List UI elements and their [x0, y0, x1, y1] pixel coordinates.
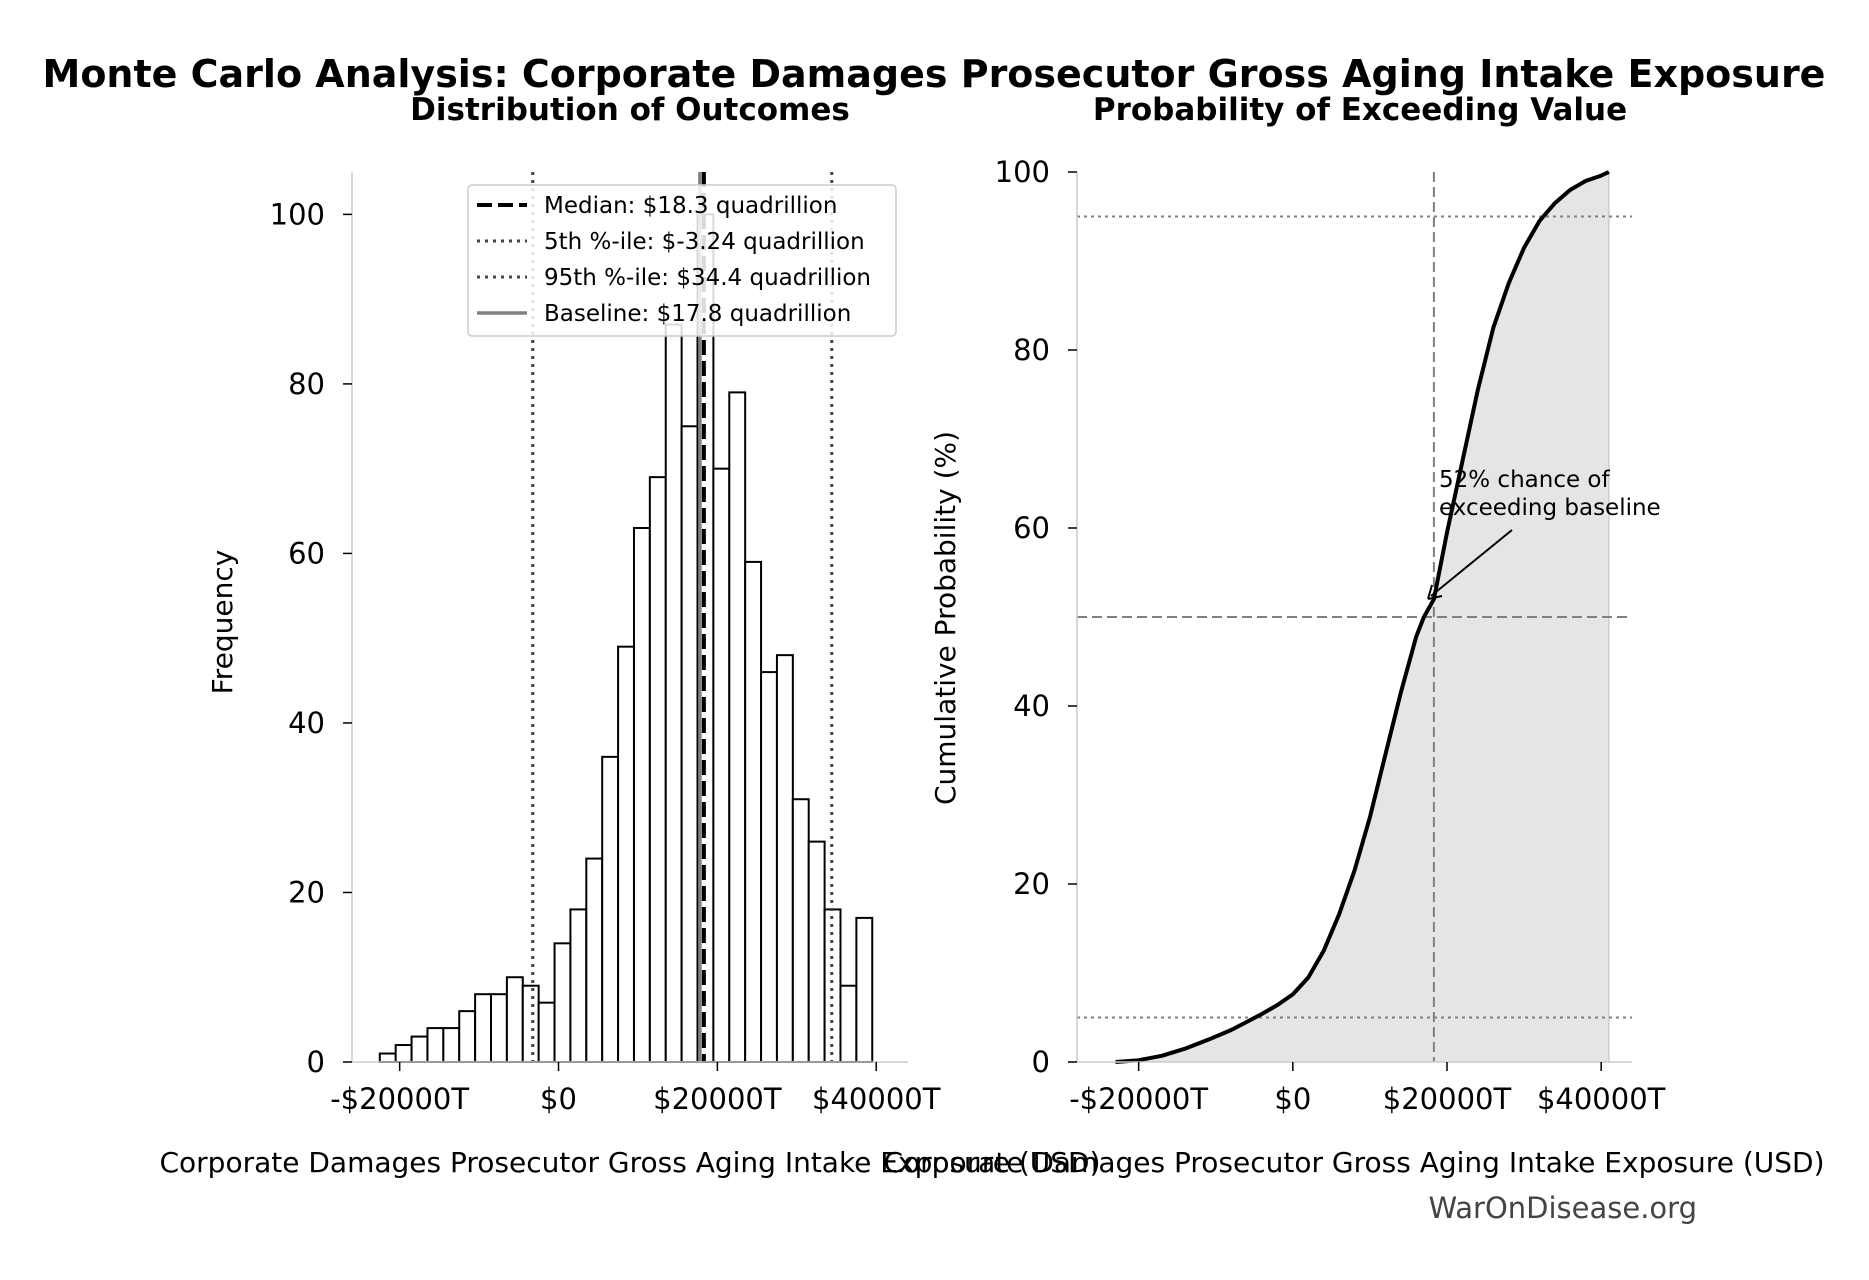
legend-median-label: Median: $18.3 quadrillion [544, 193, 837, 219]
annotation-line-2: exceeding baseline [1439, 495, 1661, 521]
cumulative-x-label: Corporate Damages Prosecutor Gross Aging… [883, 1146, 1824, 1179]
histogram-bar [474, 993, 493, 1064]
histogram-bar [553, 942, 572, 1063]
histogram-bar [490, 993, 508, 1064]
histogram-bars [378, 213, 874, 1064]
histogram-bar [442, 1027, 461, 1063]
y-tick-label: 80 [288, 367, 325, 401]
histogram-bar [410, 1035, 429, 1063]
y-tick-label: 0 [307, 1045, 325, 1079]
x-tick-label: -$20000T [330, 1082, 469, 1116]
x-tick-label: $0 [1274, 1082, 1311, 1116]
histogram-bar [378, 1052, 397, 1063]
x-tick-label: $40000T [812, 1082, 941, 1116]
legend-baseline-label: Baseline: $17.8 quadrillion [544, 301, 851, 327]
histogram-bar [537, 1001, 556, 1064]
histogram-bar [728, 391, 747, 1063]
histogram-bar [585, 857, 604, 1063]
histogram-bar [807, 840, 826, 1063]
cumulative-curve [1115, 170, 1610, 1064]
histogram-bar [791, 798, 810, 1063]
histogram-legend: Median: $18.3 quadrillion 5th %-ile: $-3… [467, 184, 897, 337]
x-tick-label: -$20000T [1069, 1082, 1208, 1116]
x-tick-label: $20000T [1383, 1082, 1512, 1116]
cumulative-panel: Probability of Exceeding Value -$20000T $… [883, 92, 1824, 1179]
histogram-x-label: Corporate Damages Prosecutor Gross Aging… [159, 1146, 1100, 1179]
histogram-bar [458, 1010, 477, 1064]
cumulative-area [1115, 172, 1609, 1062]
histogram-bar [521, 984, 540, 1064]
y-tick-label: 60 [1013, 511, 1050, 545]
cumulative-y-ticks: 0 20 40 60 80 100 [995, 155, 1077, 1079]
histogram-bar [664, 323, 683, 1064]
histogram-bar [617, 645, 635, 1064]
y-tick-label: 0 [1032, 1045, 1050, 1079]
histogram-bar [839, 984, 858, 1064]
x-tick-label: $0 [540, 1082, 577, 1116]
histogram-bar [505, 976, 524, 1063]
histogram-y-ticks: 0 20 40 60 80 100 [270, 197, 352, 1079]
y-tick-label: 40 [288, 706, 325, 740]
figure-title: Monte Carlo Analysis: Corporate Damages … [43, 52, 1826, 96]
histogram-bar [648, 476, 667, 1063]
histogram-bar [712, 467, 731, 1063]
annotation-line-1: 52% chance of [1439, 467, 1611, 493]
legend-p95-label: 95th %-ile: $34.4 quadrillion [544, 265, 871, 291]
x-tick-label: $40000T [1537, 1082, 1666, 1116]
histogram-bar [760, 671, 778, 1063]
cumulative-y-label: Cumulative Probability (%) [929, 431, 962, 805]
cumulative-title: Probability of Exceeding Value [1093, 92, 1627, 128]
cumulative-annotation: 52% chance of exceeding baseline [1427, 467, 1661, 600]
histogram-bar [680, 425, 699, 1063]
legend-frame [467, 184, 897, 337]
y-tick-label: 20 [288, 875, 325, 909]
y-tick-label: 20 [1013, 867, 1050, 901]
x-tick-label: $20000T [653, 1082, 782, 1116]
annotation-arrow-shaft [1430, 529, 1513, 597]
y-tick-label: 100 [995, 155, 1050, 189]
y-tick-label: 100 [270, 197, 325, 231]
histogram-bar [601, 755, 620, 1063]
cumulative-x-ticks: -$20000T $0 $20000T $40000T [1069, 1062, 1666, 1116]
histogram-bar [632, 527, 651, 1063]
histogram-panel: Distribution of Outcomes -$20000T $0 $2000… [159, 92, 1100, 1179]
cumulative-reference-lines [1077, 172, 1632, 1062]
histogram-bar [569, 908, 588, 1064]
histogram-bar [744, 560, 763, 1064]
watermark: WarOnDisease.org [1428, 1191, 1697, 1225]
histogram-title: Distribution of Outcomes [410, 92, 850, 128]
histogram-bar [775, 654, 794, 1064]
y-tick-label: 60 [288, 536, 325, 570]
histogram-bar [855, 916, 874, 1064]
legend-p5-label: 5th %-ile: $-3.24 quadrillion [544, 229, 865, 255]
histogram-y-label: Frequency [206, 550, 239, 695]
histogram-x-ticks: -$20000T $0 $20000T $40000T [330, 1062, 941, 1116]
histogram-bar [426, 1027, 445, 1063]
y-tick-label: 80 [1013, 333, 1050, 367]
histogram-bar [394, 1044, 413, 1063]
annotation-arrowhead [1427, 584, 1443, 600]
y-tick-label: 40 [1013, 689, 1050, 723]
